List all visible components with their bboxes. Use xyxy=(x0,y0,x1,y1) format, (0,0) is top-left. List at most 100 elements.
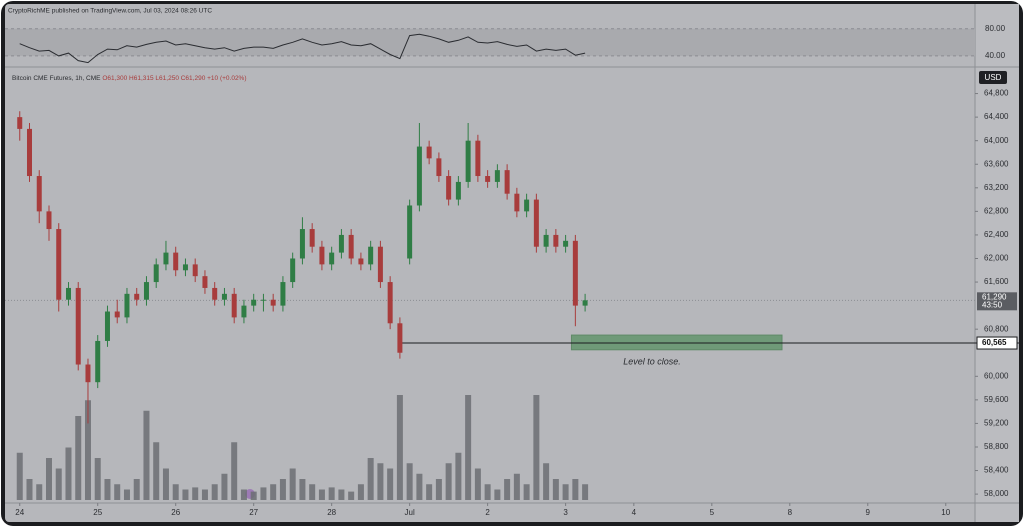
x-tick-label: 27 xyxy=(249,508,258,517)
volume-bar xyxy=(289,468,296,500)
candle-body xyxy=(358,258,364,265)
price-axis-area xyxy=(975,4,1019,522)
candle-body xyxy=(338,234,344,253)
candle-body xyxy=(270,299,276,306)
candle-body xyxy=(231,293,237,318)
candle-body xyxy=(280,282,286,306)
y-tick-label: 58,800 xyxy=(984,442,1009,451)
volume-bar xyxy=(211,484,218,500)
y-tick-label: 40.00 xyxy=(985,51,1006,60)
y-tick-label: 62,800 xyxy=(984,206,1009,215)
y-tick-label: 80.00 xyxy=(985,24,1006,33)
candle-body xyxy=(465,140,471,182)
volume-bar xyxy=(328,487,335,500)
volume-bar xyxy=(94,458,101,500)
candle-body xyxy=(475,140,481,177)
currency: USD xyxy=(985,73,1002,82)
volume-bar xyxy=(45,458,52,500)
volume-bar xyxy=(182,489,189,500)
candle-body xyxy=(387,282,393,324)
candle-body xyxy=(514,193,520,212)
candle-body xyxy=(524,199,530,212)
volume-bar xyxy=(172,484,179,500)
volume-bar xyxy=(153,442,160,500)
volume-bar xyxy=(279,479,286,500)
candle-body xyxy=(563,240,569,247)
volume-bar xyxy=(75,416,82,500)
candle-body xyxy=(192,264,198,277)
candle-body xyxy=(572,240,578,306)
candle-body xyxy=(504,170,510,194)
candle-body xyxy=(65,287,71,300)
volume-bar xyxy=(533,395,540,500)
candle-body xyxy=(85,364,91,383)
y-tick-label: 60,000 xyxy=(984,371,1009,380)
currency-box xyxy=(979,71,1007,84)
candle-body xyxy=(36,176,42,212)
volume-bar xyxy=(318,489,325,500)
candle-body xyxy=(426,146,432,159)
volume-bar xyxy=(84,400,91,500)
candle-body xyxy=(436,158,442,177)
volume-bar xyxy=(123,489,130,500)
volume-bar xyxy=(104,479,111,500)
volume-bar xyxy=(474,468,481,500)
candle-body xyxy=(348,234,354,259)
y-tick-label: 61,600 xyxy=(984,277,1009,286)
candle-body xyxy=(416,146,422,206)
x-tick-label: 2 xyxy=(485,508,490,517)
volume-bar xyxy=(455,452,462,500)
volume-bar xyxy=(396,395,403,500)
x-tick-label: 5 xyxy=(710,508,715,517)
y-tick-label: 63,200 xyxy=(984,183,1009,192)
candle-body xyxy=(56,229,62,300)
volume-bar xyxy=(192,487,199,500)
volume-bar xyxy=(513,473,520,500)
volume-bar xyxy=(562,484,569,500)
volume-bar xyxy=(523,484,530,500)
candle-body xyxy=(182,264,188,271)
x-tick-label: 4 xyxy=(632,508,637,517)
series-title: Bitcoin CME Futures, 1h, CME xyxy=(12,75,101,82)
candle-body xyxy=(251,299,257,306)
level-box xyxy=(976,336,1018,350)
y-tick-label: 59,600 xyxy=(984,395,1009,404)
volume-bar xyxy=(572,479,579,500)
candle-body xyxy=(221,293,227,300)
candle-body xyxy=(407,205,413,259)
volume-bar xyxy=(338,489,345,500)
candle-body xyxy=(494,170,500,182)
candle-body xyxy=(299,229,305,259)
candle-body xyxy=(212,287,218,300)
candle-body xyxy=(533,199,539,247)
candle-body xyxy=(114,311,120,318)
volume-bar xyxy=(426,484,433,500)
chart-background xyxy=(5,4,1019,522)
candle-body xyxy=(163,252,169,265)
candle-body xyxy=(134,293,140,300)
y-tick-label: 59,200 xyxy=(984,419,1009,428)
candle-body xyxy=(446,176,452,200)
candle-body xyxy=(46,211,52,230)
countdown: 43:50 xyxy=(982,300,1003,309)
volume-bar xyxy=(240,489,247,500)
candle-body xyxy=(455,181,461,200)
volume-bar xyxy=(367,458,374,500)
candle-body xyxy=(368,246,374,265)
volume-bar xyxy=(484,484,491,500)
volume-bar xyxy=(133,479,140,500)
candle-body xyxy=(582,300,588,306)
x-tick-label: 26 xyxy=(171,508,180,517)
volume-bar xyxy=(26,479,33,500)
candle-body xyxy=(75,287,81,365)
volume-bar xyxy=(435,479,442,500)
x-tick-label: 10 xyxy=(941,508,950,517)
candle-body xyxy=(319,246,325,265)
x-tick-label: 25 xyxy=(93,508,102,517)
candle-body xyxy=(329,252,335,265)
volume-bar xyxy=(357,484,364,500)
candle-body xyxy=(104,311,110,341)
candle-body xyxy=(260,299,266,301)
volume-bar xyxy=(387,468,394,500)
